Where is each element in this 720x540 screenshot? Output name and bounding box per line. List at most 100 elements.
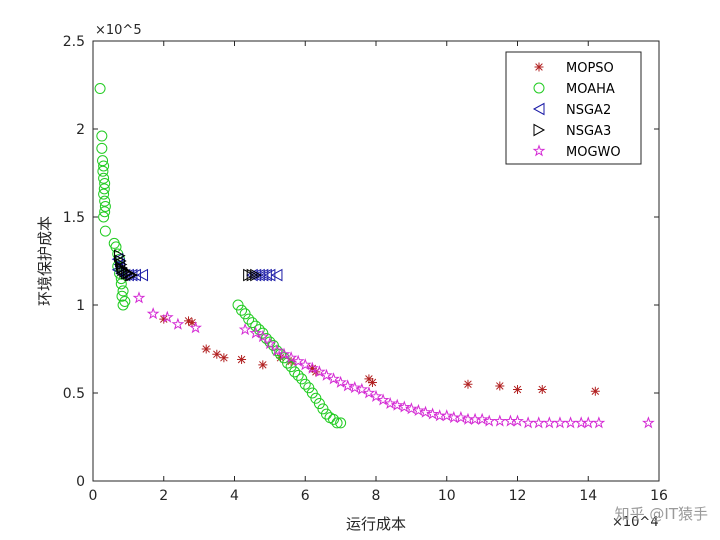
data-point-mogwo (521, 416, 535, 429)
data-point-nsga3 (114, 249, 126, 263)
data-point-mogwo (553, 416, 567, 429)
data-point-nsga3 (115, 254, 127, 268)
data-point-mogwo (581, 416, 595, 429)
data-point-mogwo (270, 344, 284, 357)
data-point-mopso (275, 353, 285, 363)
x-tick-label: 8 (372, 488, 381, 504)
data-point-mogwo (277, 347, 291, 360)
data-point-nsga3 (246, 268, 259, 282)
data-point-moaha (292, 369, 304, 381)
series-moaha (94, 83, 347, 429)
legend-marker-nsga2 (532, 102, 545, 116)
data-point-nsga2 (129, 268, 141, 282)
data-points (94, 83, 655, 429)
data-point-mogwo (320, 368, 333, 381)
data-point-moaha (236, 304, 248, 316)
data-point-mogwo (362, 386, 376, 399)
legend-marker-nsga3 (533, 123, 546, 137)
data-point-mopso (495, 381, 505, 391)
data-point-moaha (335, 417, 347, 429)
data-point-mopso (590, 386, 600, 396)
y-tick-label: 1.5 (63, 210, 85, 226)
data-point-mogwo (298, 358, 312, 371)
data-point-mopso (184, 316, 194, 326)
data-point-moaha (97, 165, 109, 177)
data-point-mopso (237, 355, 247, 365)
data-point-mopso (212, 349, 222, 359)
data-point-mogwo (284, 351, 298, 364)
data-point-mogwo (348, 381, 362, 394)
data-point-moaha (243, 313, 255, 325)
data-point-mopso (367, 377, 377, 387)
data-point-mogwo (146, 307, 160, 320)
data-point-moaha (116, 290, 128, 302)
data-point-mogwo (440, 409, 454, 422)
x-axis-label: 运行成本 (346, 515, 406, 533)
data-point-nsga3 (243, 268, 255, 282)
series-mogwo (132, 291, 655, 429)
data-point-mogwo (592, 416, 606, 429)
data-point-mopso (463, 379, 473, 389)
x-tick-label: 10 (438, 488, 456, 504)
data-point-moaha (282, 357, 294, 369)
data-point-moaha (98, 211, 110, 223)
data-point-nsga2 (263, 268, 276, 282)
data-point-mogwo (493, 414, 507, 427)
x-tick-label: 14 (579, 488, 597, 504)
data-point-nsga2 (136, 268, 149, 282)
data-point-mogwo (291, 354, 305, 367)
data-point-nsga3 (124, 268, 137, 282)
x-tick-label: 16 (650, 488, 668, 504)
data-point-moaha (96, 130, 108, 142)
legend-label-mopso: MOPSO (566, 61, 614, 76)
x-tick-label: 12 (509, 488, 527, 504)
legend-box (505, 51, 642, 165)
data-point-mogwo (390, 398, 404, 411)
data-point-nsga2 (256, 268, 269, 282)
data-point-mogwo (426, 407, 439, 420)
data-point-mopso (219, 353, 229, 363)
data-point-mogwo (454, 410, 468, 424)
data-point-mogwo (564, 416, 577, 429)
data-point-moaha (250, 320, 262, 332)
x-tick-label: 6 (301, 488, 310, 504)
watermark: 知乎 @IT猿手 (615, 505, 708, 523)
data-point-moaha (94, 83, 106, 95)
data-point-mogwo (405, 402, 418, 415)
data-point-mogwo (341, 379, 355, 392)
data-point-mogwo (511, 414, 524, 427)
data-point-moaha (110, 241, 122, 253)
data-point-mogwo (412, 403, 425, 417)
data-point-moaha (299, 378, 311, 390)
data-point-mopso (513, 384, 522, 394)
data-point-mogwo (355, 382, 369, 395)
data-point-nsga3 (126, 268, 138, 282)
data-point-mogwo (334, 375, 347, 388)
data-point-mopso (201, 344, 211, 354)
data-point-moaha (98, 160, 110, 172)
data-point-mogwo (327, 372, 340, 385)
y-tick-label: 2 (76, 122, 85, 138)
data-point-mopso (159, 314, 169, 324)
data-point-moaha (99, 206, 111, 218)
data-point-mogwo (305, 361, 319, 374)
data-point-moaha (96, 142, 108, 154)
x-tick-label: 2 (159, 488, 168, 504)
data-point-mopso (364, 374, 374, 384)
data-point-mogwo (376, 393, 390, 406)
data-point-moaha (328, 413, 340, 425)
tick-group: 0 2 4 6 8 10 12 14 16 0 0.5 1 1.5 2 2.5 (63, 34, 668, 504)
data-point-mogwo (189, 321, 202, 334)
series-nsga3 (114, 249, 262, 282)
data-point-moaha (117, 285, 129, 297)
y-tick-label: 1 (76, 298, 85, 314)
data-point-moaha (117, 299, 129, 311)
data-point-mopso (307, 363, 317, 373)
data-point-moaha (289, 366, 301, 378)
data-point-moaha (99, 225, 111, 237)
x-axis-exponent: ×10^4 (612, 515, 659, 530)
data-point-moaha (97, 155, 109, 167)
data-point-mogwo (160, 310, 174, 323)
y-axis-label: 环境保护成本 (36, 216, 54, 306)
